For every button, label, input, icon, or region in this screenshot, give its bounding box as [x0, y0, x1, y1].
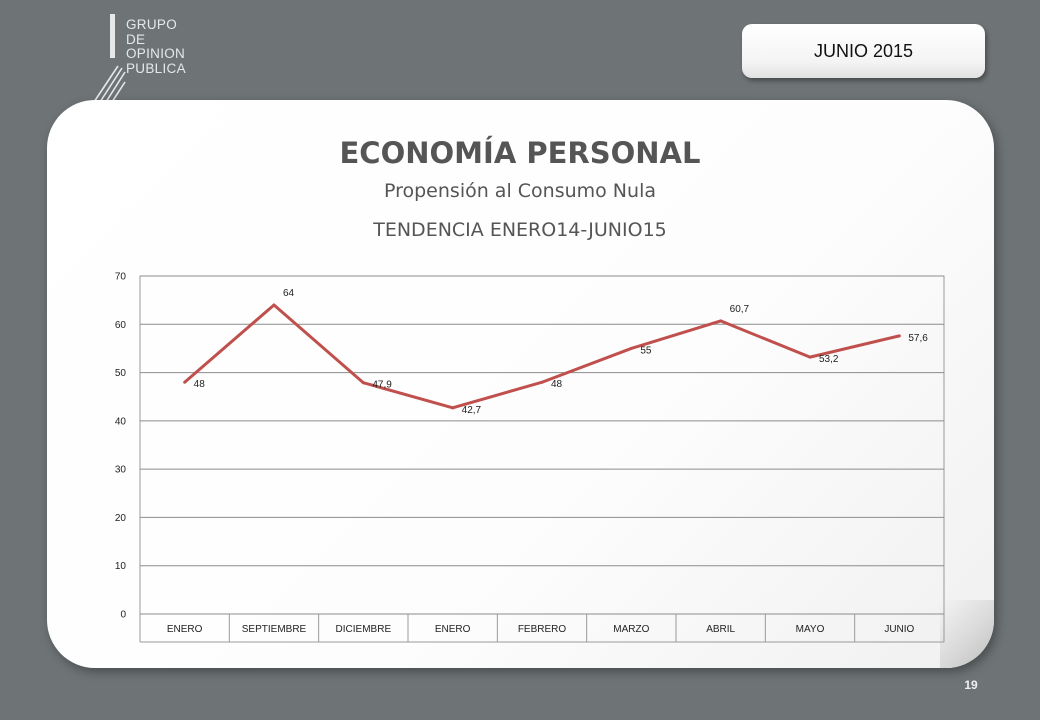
logo-text: GRUPO DE OPINION PUBLICA — [126, 17, 186, 76]
chart-title: ECONOMÍA PERSONAL — [339, 136, 701, 170]
data-label: 55 — [640, 345, 652, 356]
data-point — [451, 406, 455, 410]
x-tick-label: DICIEMBRE — [336, 624, 392, 635]
x-tick-label: FEBRERO — [518, 624, 567, 635]
x-tick-label: JUNIO — [884, 624, 914, 635]
y-tick-label: 50 — [115, 368, 127, 379]
logo — [88, 14, 218, 106]
data-label: 64 — [283, 288, 295, 299]
data-point — [719, 319, 723, 323]
data-label: 47,9 — [372, 380, 392, 391]
y-tick-label: 60 — [115, 320, 127, 331]
data-point — [897, 334, 901, 338]
x-tick-label: MAYO — [796, 624, 825, 635]
data-point — [629, 346, 633, 350]
data-label: 57,6 — [908, 333, 928, 344]
data-label: 60,7 — [730, 304, 750, 315]
date-badge: JUNIO 2015 — [742, 24, 985, 78]
x-tick-label: ENERO — [435, 624, 471, 635]
logo-line: OPINION — [126, 46, 186, 61]
y-tick-label: 30 — [115, 465, 127, 476]
data-label: 48 — [551, 379, 563, 390]
data-label: 53,2 — [819, 354, 839, 365]
y-tick-label: 40 — [115, 416, 127, 427]
plot-area — [139, 275, 945, 615]
logo-line: PUBLICA — [126, 60, 186, 76]
x-tick-label: ENERO — [167, 624, 203, 635]
data-label: 42,7 — [462, 405, 482, 416]
y-tick-label: 0 — [120, 610, 126, 621]
data-point — [272, 303, 276, 307]
data-point — [808, 355, 812, 359]
chart-subtitle-trend: TENDENCIA ENERO14-JUNIO15 — [373, 219, 667, 241]
data-point — [183, 380, 187, 384]
chart-subtitle: Propensión al Consumo Nula — [383, 180, 656, 202]
series-line — [183, 303, 900, 410]
logo-mark-icon — [93, 14, 126, 103]
x-tick-label: ABRIL — [706, 624, 735, 635]
y-tick-label: 70 — [115, 272, 127, 283]
data-point — [540, 380, 544, 384]
y-tick-label: 10 — [115, 561, 127, 572]
x-tick-label: MARZO — [613, 624, 649, 635]
y-tick-label: 20 — [115, 513, 127, 524]
page-number: 19 — [964, 678, 978, 692]
x-tick-label: SEPTIEMBRE — [242, 624, 307, 635]
logo-line: GRUPO — [126, 17, 178, 32]
chart-card — [47, 100, 994, 668]
data-point — [361, 381, 365, 385]
logo-line: DE — [126, 31, 146, 47]
data-label: 48 — [194, 379, 206, 390]
